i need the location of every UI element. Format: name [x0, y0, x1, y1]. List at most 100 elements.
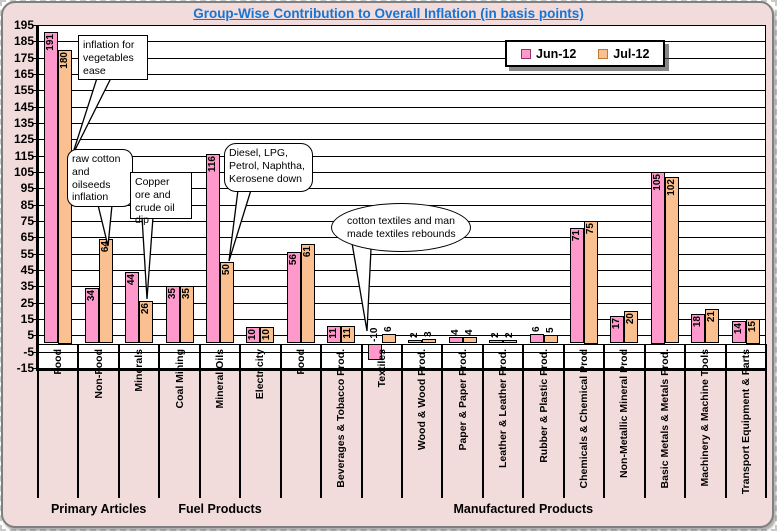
y-axis-tick-label: 55 — [20, 246, 34, 261]
callout-text: Copper ore and crude oil dip — [135, 176, 175, 227]
category-separator — [198, 343, 201, 498]
gridline — [38, 74, 766, 75]
group-label: Primary Articles — [50, 502, 147, 516]
y-axis-tick-mark — [33, 368, 38, 369]
legend-swatch — [521, 48, 531, 59]
bar-jul-12-14 — [624, 310, 639, 344]
bar-jul-12-6 — [300, 243, 315, 344]
bar-value-label: 6 — [530, 326, 542, 332]
category-separator — [320, 343, 323, 498]
bar-value-label: 105 — [651, 174, 663, 191]
callout-text: raw cotton and oilseeds inflation — [72, 153, 121, 204]
category-separator — [401, 343, 403, 498]
y-axis-tick-mark — [33, 188, 38, 190]
gridline — [38, 253, 766, 255]
category-separator — [603, 343, 606, 498]
bar-value-label: 44 — [126, 273, 138, 285]
y-axis-tick-label: 35 — [20, 279, 34, 294]
bar-value-label: 71 — [571, 229, 582, 241]
category-separator — [77, 343, 80, 498]
y-axis-tick-label: -5 — [23, 344, 34, 359]
bar-jun-12-7 — [327, 325, 342, 344]
bar-value-label: 3 — [423, 331, 435, 337]
bar-value-label: 102 — [665, 178, 677, 196]
category-label: Beverages & Tobacco Prod. — [335, 349, 348, 488]
y-axis-tick-mark — [33, 41, 38, 43]
legend-label: Jul-12 — [613, 46, 650, 61]
y-axis-tick-mark — [33, 172, 38, 173]
y-axis-tick-label: 5 — [27, 328, 34, 343]
y-axis-tick-label: 185 — [13, 34, 34, 49]
y-axis-tick-mark — [33, 221, 38, 222]
gridline — [38, 155, 766, 157]
bar-value-label: 50 — [221, 263, 232, 275]
bar-jul-12-2 — [139, 301, 154, 344]
category-label: Food — [52, 349, 65, 375]
category-label: Machinery & Machine Tools — [699, 349, 712, 487]
bar-jun-12-14 — [610, 315, 625, 344]
bar-jul-12-16 — [705, 309, 720, 344]
y-axis-tick-label: 15 — [20, 312, 34, 326]
bar-value-label: 116 — [207, 156, 218, 173]
bar-jun-12-13 — [570, 227, 584, 344]
bar-jun-12-1 — [84, 287, 99, 344]
category-separator — [481, 343, 484, 498]
gridline — [38, 172, 766, 173]
bar-jul-12-17 — [745, 319, 760, 344]
y-axis-tick-mark — [33, 286, 38, 288]
legend-label: Jun-12 — [536, 46, 577, 61]
legend-item-jun-12: Jun-12 — [521, 47, 576, 61]
y-axis-tick-label: 115 — [14, 148, 34, 163]
category-label: Transport Equipment & Parts — [739, 349, 752, 495]
callout-raw: raw cotton and oilseeds inflation — [67, 149, 133, 207]
group-label: Fuel Products — [178, 502, 262, 516]
y-axis-tick-label: 175 — [13, 50, 34, 65]
y-axis-tick-mark — [33, 253, 38, 255]
bar-value-label: 26 — [140, 303, 152, 315]
y-axis-tick-label: 165 — [13, 67, 34, 81]
y-axis-tick-mark — [33, 90, 38, 92]
y-axis-tick-mark — [33, 302, 38, 304]
bar-jun-12-2 — [125, 271, 140, 344]
category-separator — [441, 343, 444, 498]
y-axis-tick-label: 75 — [20, 214, 34, 228]
gridline — [38, 335, 766, 337]
chart-title: Group-Wise Contribution to Overall Infla… — [193, 6, 584, 21]
gridline — [38, 302, 766, 304]
y-axis-tick-mark — [33, 351, 38, 353]
y-axis-tick-mark — [33, 335, 38, 337]
bar-jun-12-5 — [246, 327, 261, 344]
y-axis-tick-label: 155 — [13, 83, 34, 98]
bar-value-label: 191 — [45, 33, 57, 51]
bar-jun-12-4 — [206, 154, 220, 344]
callout-cop: Copper ore and crude oil dip — [130, 172, 192, 226]
bar-value-label: 75 — [585, 223, 596, 235]
bar-jun-12-12 — [529, 333, 544, 344]
y-axis-tick-label: 65 — [20, 230, 34, 245]
y-axis-tick-label: 195 — [13, 18, 34, 32]
bar-jun-12-0 — [44, 31, 59, 344]
gridline — [38, 25, 766, 26]
category-separator — [684, 343, 687, 498]
bar-value-label: 4 — [449, 329, 461, 335]
y-axis-tick-mark — [33, 155, 38, 157]
bar-value-label: 2 — [490, 332, 502, 339]
category-label: Non-Food — [92, 349, 105, 399]
bar-jul-12-13 — [584, 221, 598, 344]
bar-value-label: 20 — [625, 312, 637, 324]
category-separator — [360, 343, 363, 498]
category-label: Electricity — [254, 349, 267, 400]
gridline — [38, 270, 766, 271]
category-separator — [117, 343, 120, 498]
y-axis-tick-mark — [33, 319, 38, 320]
bar-value-label: 61 — [301, 245, 313, 257]
bar-value-label: 34 — [85, 289, 97, 302]
bar-value-label: 35 — [180, 288, 192, 300]
category-separator — [765, 343, 767, 498]
bar-jul-12-5 — [260, 327, 275, 344]
gridline — [38, 90, 766, 92]
bar-value-label: 5 — [544, 327, 556, 334]
category-separator — [239, 343, 242, 498]
bar-jul-12-12 — [543, 335, 558, 344]
legend-item-jul-12: Jul-12 — [598, 47, 649, 61]
